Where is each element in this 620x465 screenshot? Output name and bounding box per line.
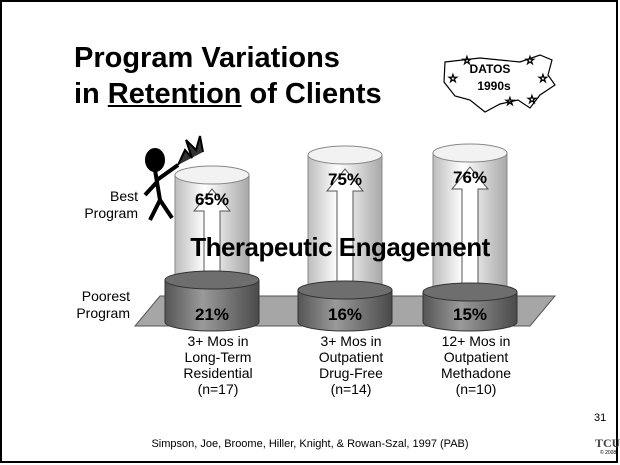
x-tick-label-line: Drug-Free: [319, 365, 383, 381]
cylinder-top: [297, 280, 393, 300]
svg-text:☆: ☆: [538, 73, 548, 85]
map-label: 1990s: [477, 79, 511, 93]
legend-label: Poorest Program: [76, 288, 130, 321]
value-label: 76%: [453, 168, 487, 187]
map-label: DATOS: [470, 62, 511, 76]
x-tick-label: 3+ Mos in Long-Term Residential (n=17): [163, 333, 273, 397]
stick-figure: [143, 135, 204, 221]
value-label: 16%: [328, 305, 362, 324]
cylinder-top: [174, 165, 250, 185]
x-tick-label-line: 3+ Mos in: [320, 333, 382, 349]
title-text: of Clients: [249, 78, 382, 110]
svg-text:☆: ☆: [448, 73, 458, 85]
svg-text:☆: ☆: [505, 96, 515, 108]
page-number: 31: [594, 412, 607, 424]
annotation: Therapeutic Engagement: [190, 232, 490, 262]
cylinder-top: [307, 145, 383, 165]
x-tick-label-line: Outpatient: [318, 349, 384, 365]
logo: TCU: [595, 436, 620, 450]
cylinder-top: [432, 143, 508, 163]
value-label: 21%: [195, 305, 229, 324]
arrow: [325, 168, 365, 291]
svg-text:☆: ☆: [462, 55, 472, 67]
x-tick-label-line: (n=10): [455, 381, 497, 397]
arrow: [450, 166, 490, 293]
title-text: in: [74, 78, 100, 110]
x-tick-label-line: 12+ Mos in: [441, 333, 511, 349]
x-tick-label: 12+ Mos in Outpatient Methadone (n=10): [421, 333, 531, 397]
x-tick-label-line: 3+ Mos in: [187, 333, 249, 349]
copyright: © 2008: [600, 450, 617, 456]
value-label: 65%: [195, 190, 229, 209]
title-text: Retention: [107, 78, 242, 110]
x-tick-label-line: Outpatient: [443, 349, 509, 365]
svg-text:☆: ☆: [525, 55, 535, 67]
value-label: 15%: [453, 305, 487, 324]
x-tick-label-line: (n=14): [330, 381, 372, 397]
cylinder-top: [164, 270, 260, 290]
x-tick-label-line: Residential: [183, 365, 253, 381]
legend-label: Best Program: [84, 188, 138, 221]
title-text: Program Variations: [74, 42, 340, 74]
title: Program Variations in Retention of Clients: [74, 40, 382, 112]
svg-text:☆: ☆: [527, 94, 537, 106]
arrow: [192, 188, 232, 281]
footer: Simpson, Joe, Broome, Hiller, Knight, & …: [151, 438, 469, 450]
x-tick-label-line: (n=17): [197, 381, 239, 397]
us-map: [443, 54, 556, 113]
map-stars: ☆☆ ☆☆☆ ☆: [448, 55, 549, 109]
x-tick-label-line: Long-Term: [184, 349, 252, 365]
x-tick-label-line: Methadone: [440, 365, 512, 381]
value-label: 75%: [328, 170, 362, 189]
cylinder-top: [422, 282, 518, 302]
x-tick-label: 3+ Mos in Outpatient Drug-Free (n=14): [296, 333, 406, 397]
